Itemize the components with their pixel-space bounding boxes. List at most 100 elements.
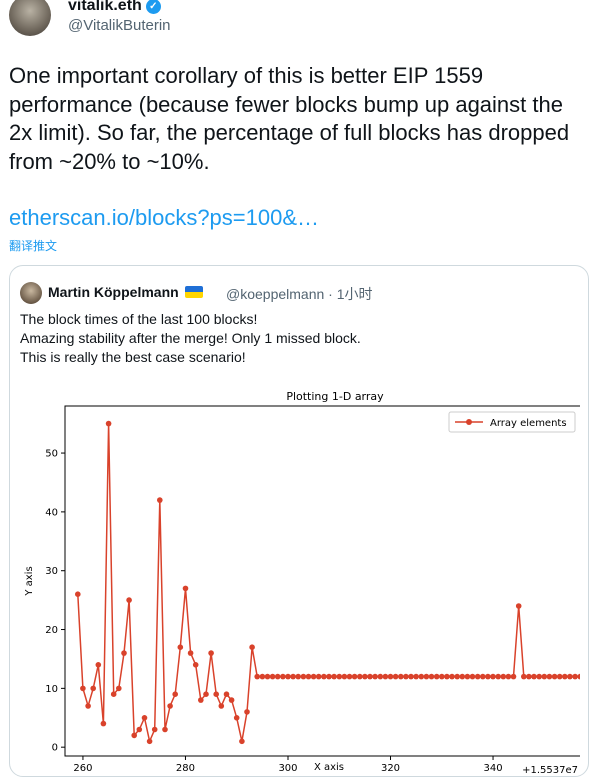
- verified-check-icon: ✓: [145, 0, 161, 14]
- data-point: [541, 673, 548, 680]
- data-point: [249, 644, 255, 650]
- x-tick-label: 340: [483, 763, 502, 774]
- author-name[interactable]: vitalik.eth: [68, 0, 142, 14]
- data-point: [418, 673, 425, 680]
- data-point: [198, 697, 204, 703]
- ukraine-flag-icon: [184, 286, 203, 298]
- data-point: [382, 673, 389, 680]
- tweet-text: One important corollary of this is bette…: [9, 63, 570, 174]
- data-point: [351, 673, 358, 680]
- data-point: [428, 673, 435, 680]
- data-point: [295, 673, 302, 680]
- quoted-text-line: The block times of the last 100 blocks!: [20, 311, 258, 327]
- data-point: [259, 673, 266, 680]
- data-point: [433, 673, 440, 680]
- data-point: [531, 673, 537, 680]
- data-point: [239, 738, 245, 745]
- data-point: [223, 691, 230, 697]
- data-point: [469, 673, 476, 680]
- data-point: [439, 673, 445, 680]
- data-point: [162, 726, 168, 733]
- data-point: [464, 673, 471, 680]
- data-point: [157, 497, 163, 503]
- data-point: [536, 673, 542, 680]
- data-point: [423, 673, 430, 680]
- x-tick-label: 320: [381, 763, 400, 774]
- data-point: [367, 673, 373, 680]
- data-point: [228, 697, 235, 703]
- block-time-chart: Plotting 1-D array 260 280 300 320 340 0 10 20 3…: [24, 390, 580, 776]
- data-point: [372, 673, 378, 680]
- data-point: [331, 673, 337, 680]
- data-point: [121, 650, 127, 656]
- data-point: [315, 673, 322, 680]
- data-point: [151, 726, 158, 733]
- data-point: [131, 732, 137, 739]
- data-point: [75, 591, 81, 597]
- data-point: [116, 685, 122, 692]
- data-point: [357, 673, 363, 680]
- data-point: [254, 673, 260, 680]
- data-point: [233, 715, 240, 721]
- data-point: [510, 673, 517, 680]
- data-point: [480, 673, 486, 680]
- data-point: [290, 673, 296, 680]
- x-offset-label: +1.5537e7: [522, 765, 578, 776]
- data-point: [526, 673, 532, 680]
- data-point: [274, 673, 281, 680]
- data-point: [321, 673, 327, 680]
- data-point: [213, 691, 219, 697]
- data-point: [80, 685, 86, 692]
- data-point: [280, 673, 286, 680]
- data-point: [572, 673, 578, 680]
- data-point: [377, 673, 384, 680]
- data-point: [136, 726, 143, 733]
- author-avatar[interactable]: [9, 0, 51, 36]
- tweet-link[interactable]: etherscan.io/blocks?ps=100&…: [9, 205, 320, 230]
- data-point: [167, 703, 173, 709]
- data-point: [326, 673, 332, 680]
- data-point: [387, 673, 394, 680]
- y-axis-label: Y axis: [24, 566, 35, 596]
- author-handle[interactable]: @VitalikButerin: [68, 17, 171, 34]
- data-point: [305, 673, 312, 680]
- data-point: [398, 673, 404, 680]
- data-point: [392, 673, 399, 680]
- data-point: [126, 597, 132, 603]
- chart-title: Plotting 1-D array: [286, 390, 384, 403]
- quoted-text-line: Amazing stability after the merge! Only …: [20, 330, 361, 346]
- data-point: [146, 738, 153, 745]
- data-point: [413, 673, 419, 680]
- y-tick-label: 30: [45, 566, 58, 577]
- data-point: [310, 673, 317, 680]
- quoted-tweet-card[interactable]: Martin Köppelmann @koeppelmann · 1小时 The…: [9, 265, 589, 777]
- quoted-author-name: Martin Köppelmann: [48, 284, 179, 300]
- data-point: [85, 703, 91, 709]
- data-point: [100, 720, 107, 727]
- data-point: [454, 673, 461, 680]
- x-tick-label: 300: [278, 763, 297, 774]
- x-tick-label: 260: [73, 763, 92, 774]
- data-point: [449, 673, 455, 680]
- data-point: [341, 673, 348, 680]
- data-point: [90, 685, 96, 692]
- translate-tweet-link[interactable]: 翻译推文: [9, 239, 58, 253]
- data-point: [285, 673, 291, 680]
- y-tick-label: 50: [45, 449, 58, 460]
- data-point: [551, 673, 558, 680]
- data-point: [141, 715, 148, 721]
- data-point: [336, 673, 343, 680]
- data-point: [110, 691, 117, 697]
- x-tick-label: 280: [176, 763, 195, 774]
- chart-legend: Array elements: [448, 411, 576, 433]
- data-point: [577, 673, 580, 680]
- data-point: [218, 703, 225, 709]
- data-point: [567, 673, 573, 680]
- data-point: [459, 673, 466, 680]
- author-name-row[interactable]: vitalik.eth ✓: [68, 0, 161, 15]
- data-point: [182, 585, 189, 592]
- x-axis-label: X axis: [314, 762, 344, 773]
- data-point: [556, 673, 563, 680]
- data-point: [95, 662, 102, 668]
- quoted-text-line: This is really the best case scenario!: [20, 349, 246, 365]
